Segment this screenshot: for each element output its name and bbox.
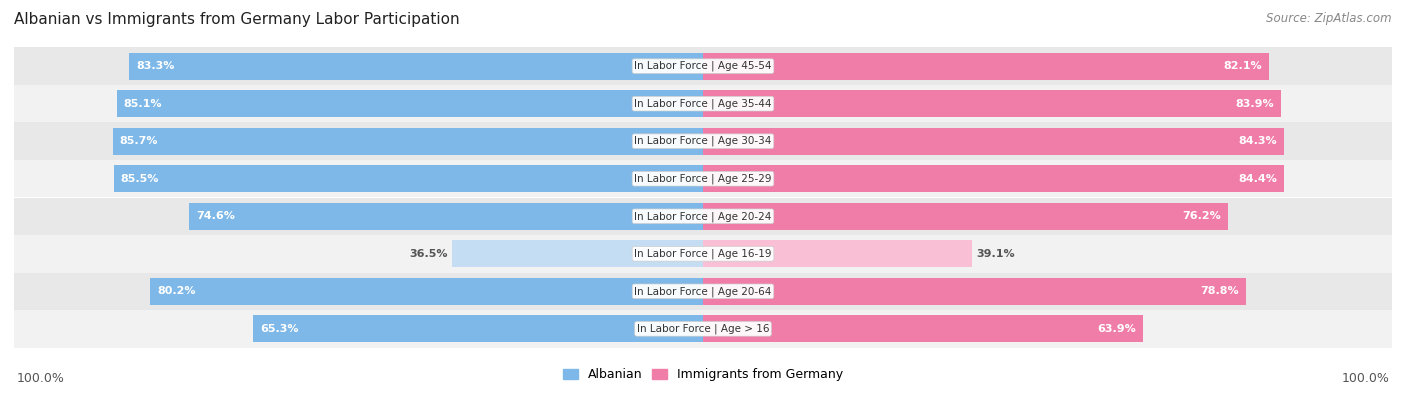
Legend: Albanian, Immigrants from Germany: Albanian, Immigrants from Germany [558, 363, 848, 386]
Bar [253, 315, 703, 342]
Bar [703, 165, 1285, 192]
Text: 63.9%: 63.9% [1098, 324, 1136, 334]
Text: In Labor Force | Age 35-44: In Labor Force | Age 35-44 [634, 98, 772, 109]
Text: 85.7%: 85.7% [120, 136, 157, 146]
Bar [703, 240, 973, 267]
Bar [14, 235, 1392, 273]
Text: Source: ZipAtlas.com: Source: ZipAtlas.com [1267, 12, 1392, 25]
Bar [703, 278, 1246, 305]
Text: In Labor Force | Age 45-54: In Labor Force | Age 45-54 [634, 61, 772, 71]
Text: 100.0%: 100.0% [17, 372, 65, 385]
Bar [14, 122, 1392, 160]
Text: 76.2%: 76.2% [1182, 211, 1220, 221]
Text: 78.8%: 78.8% [1201, 286, 1239, 296]
Text: In Labor Force | Age 20-24: In Labor Force | Age 20-24 [634, 211, 772, 222]
Bar [703, 90, 1281, 117]
Text: 84.4%: 84.4% [1239, 174, 1278, 184]
Bar [14, 198, 1392, 235]
Bar [188, 203, 703, 230]
Text: In Labor Force | Age 25-29: In Labor Force | Age 25-29 [634, 173, 772, 184]
Bar [14, 310, 1392, 348]
Bar [703, 53, 1268, 80]
Text: 85.5%: 85.5% [121, 174, 159, 184]
Bar [150, 278, 703, 305]
Text: 85.1%: 85.1% [124, 99, 162, 109]
Bar [117, 90, 703, 117]
Text: In Labor Force | Age > 16: In Labor Force | Age > 16 [637, 324, 769, 334]
Text: In Labor Force | Age 20-64: In Labor Force | Age 20-64 [634, 286, 772, 297]
Text: 82.1%: 82.1% [1223, 61, 1261, 71]
Text: Albanian vs Immigrants from Germany Labor Participation: Albanian vs Immigrants from Germany Labo… [14, 12, 460, 27]
Bar [703, 315, 1143, 342]
Text: 36.5%: 36.5% [409, 249, 449, 259]
Text: 80.2%: 80.2% [157, 286, 195, 296]
Bar [703, 128, 1284, 155]
Text: 83.3%: 83.3% [136, 61, 174, 71]
Text: In Labor Force | Age 30-34: In Labor Force | Age 30-34 [634, 136, 772, 147]
Bar [14, 160, 1392, 198]
Text: 100.0%: 100.0% [1341, 372, 1389, 385]
Bar [14, 273, 1392, 310]
Bar [112, 128, 703, 155]
Bar [14, 85, 1392, 122]
Bar [129, 53, 703, 80]
Text: 83.9%: 83.9% [1236, 99, 1274, 109]
Text: 74.6%: 74.6% [195, 211, 235, 221]
Text: 84.3%: 84.3% [1239, 136, 1277, 146]
Bar [703, 203, 1227, 230]
Text: 65.3%: 65.3% [260, 324, 298, 334]
Bar [14, 47, 1392, 85]
Text: 39.1%: 39.1% [976, 249, 1015, 259]
Text: In Labor Force | Age 16-19: In Labor Force | Age 16-19 [634, 248, 772, 259]
Bar [114, 165, 703, 192]
Bar [451, 240, 703, 267]
